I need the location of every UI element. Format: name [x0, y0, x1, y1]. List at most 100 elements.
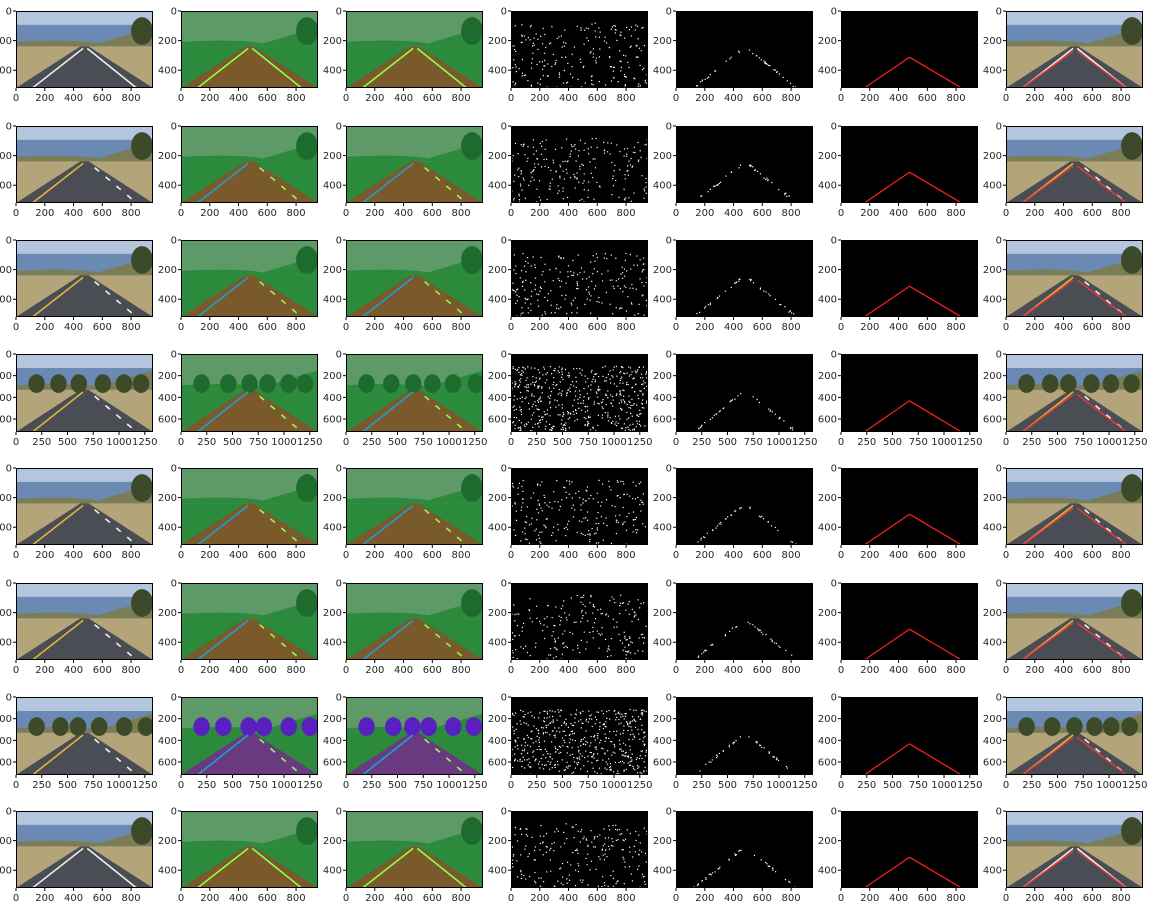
x-tick-label: 600	[258, 550, 277, 561]
x-tick-label: 400	[229, 665, 248, 676]
x-tick-label: 500	[223, 780, 242, 791]
y-tick-label: 0	[666, 464, 672, 475]
x-tick-label: 500	[388, 437, 407, 448]
x-tick-label: 1000	[106, 780, 131, 791]
panel-r8-hls-color-image: 0 200 400 0 200 400 600 800	[158, 807, 318, 905]
x-tick-label: 0	[343, 550, 349, 561]
y-tick-label: 200	[323, 608, 342, 619]
y-tick-label: 400	[158, 181, 177, 192]
x-tick-label: 250	[197, 780, 216, 791]
y-tick-label: 0	[831, 122, 837, 133]
x-tick-label: 400	[394, 208, 413, 219]
y-tick-label: 0	[831, 236, 837, 247]
y-tick-label: 200	[653, 714, 672, 725]
x-tick-label: 400	[1054, 550, 1073, 561]
y-tick-label: 0	[996, 7, 1002, 18]
x-tick-label: 200	[695, 208, 714, 219]
x-tick-label: 250	[527, 437, 546, 448]
panel-r6-original-image: 0 200 400 0 200 400 600 800	[0, 579, 153, 677]
panel-r3-hls-color-image: 0 200 400 0 200 400 600 800	[158, 236, 318, 334]
x-tick-label: 600	[753, 550, 772, 561]
y-tick-label: 200	[818, 714, 837, 725]
x-tick-label: 600	[423, 93, 442, 104]
x-tick-label: 200	[860, 665, 879, 676]
x-tick-label: 0	[1003, 322, 1009, 333]
x-tick-label: 800	[122, 208, 141, 219]
x-tick-label: 200	[530, 208, 549, 219]
y-tick-label: 0	[171, 350, 177, 361]
y-tick-label: 200	[983, 714, 1002, 725]
x-tick-label: 400	[1054, 893, 1073, 904]
y-tick-label: 0	[336, 236, 342, 247]
x-tick-label: 200	[530, 665, 549, 676]
x-tick-label: 600	[423, 208, 442, 219]
x-tick-label: 600	[918, 665, 937, 676]
x-tick-label: 400	[724, 893, 743, 904]
y-tick-label: 600	[323, 415, 342, 426]
y-tick-label: 200	[818, 371, 837, 382]
x-tick-label: 200	[860, 893, 879, 904]
x-tick-label: 0	[673, 322, 679, 333]
x-tick-label: 500	[388, 780, 407, 791]
y-tick-label: 400	[488, 736, 507, 747]
x-tick-label: 0	[838, 437, 844, 448]
y-tick-label: 400	[653, 736, 672, 747]
x-tick-label: 800	[287, 665, 306, 676]
x-tick-label: 800	[122, 893, 141, 904]
x-tick-label: 800	[452, 93, 471, 104]
y-tick-label: 400	[818, 295, 837, 306]
y-tick-label: 600	[818, 415, 837, 426]
x-tick-label: 800	[617, 893, 636, 904]
panel-r5-region-of-interest-edges: 0 200 400 0 200 400 600 800	[653, 464, 813, 562]
x-tick-label: 800	[617, 550, 636, 561]
x-tick-label: 0	[508, 780, 514, 791]
panel-r1-region-of-interest-edges: 0 200 400 0 200 400 600 800	[653, 7, 813, 105]
x-tick-label: 200	[200, 893, 219, 904]
y-tick-label: 600	[653, 758, 672, 769]
x-tick-label: 1250	[957, 437, 982, 448]
x-tick-label: 400	[394, 550, 413, 561]
x-tick-label: 0	[673, 93, 679, 104]
x-tick-label: 0	[673, 780, 679, 791]
y-tick-label: 200	[158, 151, 177, 162]
x-tick-label: 0	[178, 550, 184, 561]
y-tick-label: 400	[0, 181, 12, 192]
panel-r6-lane-overlay-result: 0 200 400 0 200 400 600 800	[983, 579, 1143, 677]
x-tick-label: 1000	[271, 780, 296, 791]
x-tick-label: 0	[1003, 893, 1009, 904]
x-tick-label: 250	[527, 780, 546, 791]
x-tick-label: 200	[530, 893, 549, 904]
y-tick-label: 400	[818, 181, 837, 192]
y-tick-label: 0	[336, 122, 342, 133]
x-tick-label: 750	[744, 437, 763, 448]
x-tick-label: 800	[287, 208, 306, 219]
panel-r2-original-image: 0 200 400 0 200 400 600 800	[0, 122, 153, 220]
x-tick-label: 600	[588, 893, 607, 904]
x-tick-label: 600	[918, 550, 937, 561]
panel-r5-hough-lines: 0 200 400 0 200 400 600 800	[818, 464, 978, 562]
panel-r3-canny-edges: 0 200 400 0 200 400 600 800	[488, 236, 648, 334]
x-tick-label: 500	[883, 437, 902, 448]
panel-r1-canny-edges: 0 200 400 0 200 400 600 800	[488, 7, 649, 105]
x-tick-label: 600	[588, 550, 607, 561]
y-tick-label: 400	[323, 638, 342, 649]
panel-r8-hough-lines: 0 200 400 0 200 400 600 800	[818, 807, 978, 905]
x-tick-label: 1000	[106, 437, 131, 448]
x-tick-label: 400	[229, 893, 248, 904]
x-tick-label: 1250	[462, 780, 487, 791]
x-tick-label: 600	[918, 322, 937, 333]
x-tick-label: 0	[178, 893, 184, 904]
y-tick-label: 0	[501, 807, 507, 818]
y-tick-label: 400	[158, 638, 177, 649]
panel-r8-masked-hls-image: 0 200 400 0 200 400 600 800	[323, 807, 483, 905]
y-tick-label: 0	[171, 464, 177, 475]
x-tick-label: 0	[178, 437, 184, 448]
x-tick-label: 600	[588, 93, 607, 104]
x-tick-label: 0	[673, 550, 679, 561]
x-tick-label: 400	[724, 665, 743, 676]
y-tick-label: 200	[0, 151, 12, 162]
x-tick-label: 800	[782, 208, 801, 219]
x-tick-label: 750	[909, 780, 928, 791]
y-tick-label: 600	[323, 758, 342, 769]
